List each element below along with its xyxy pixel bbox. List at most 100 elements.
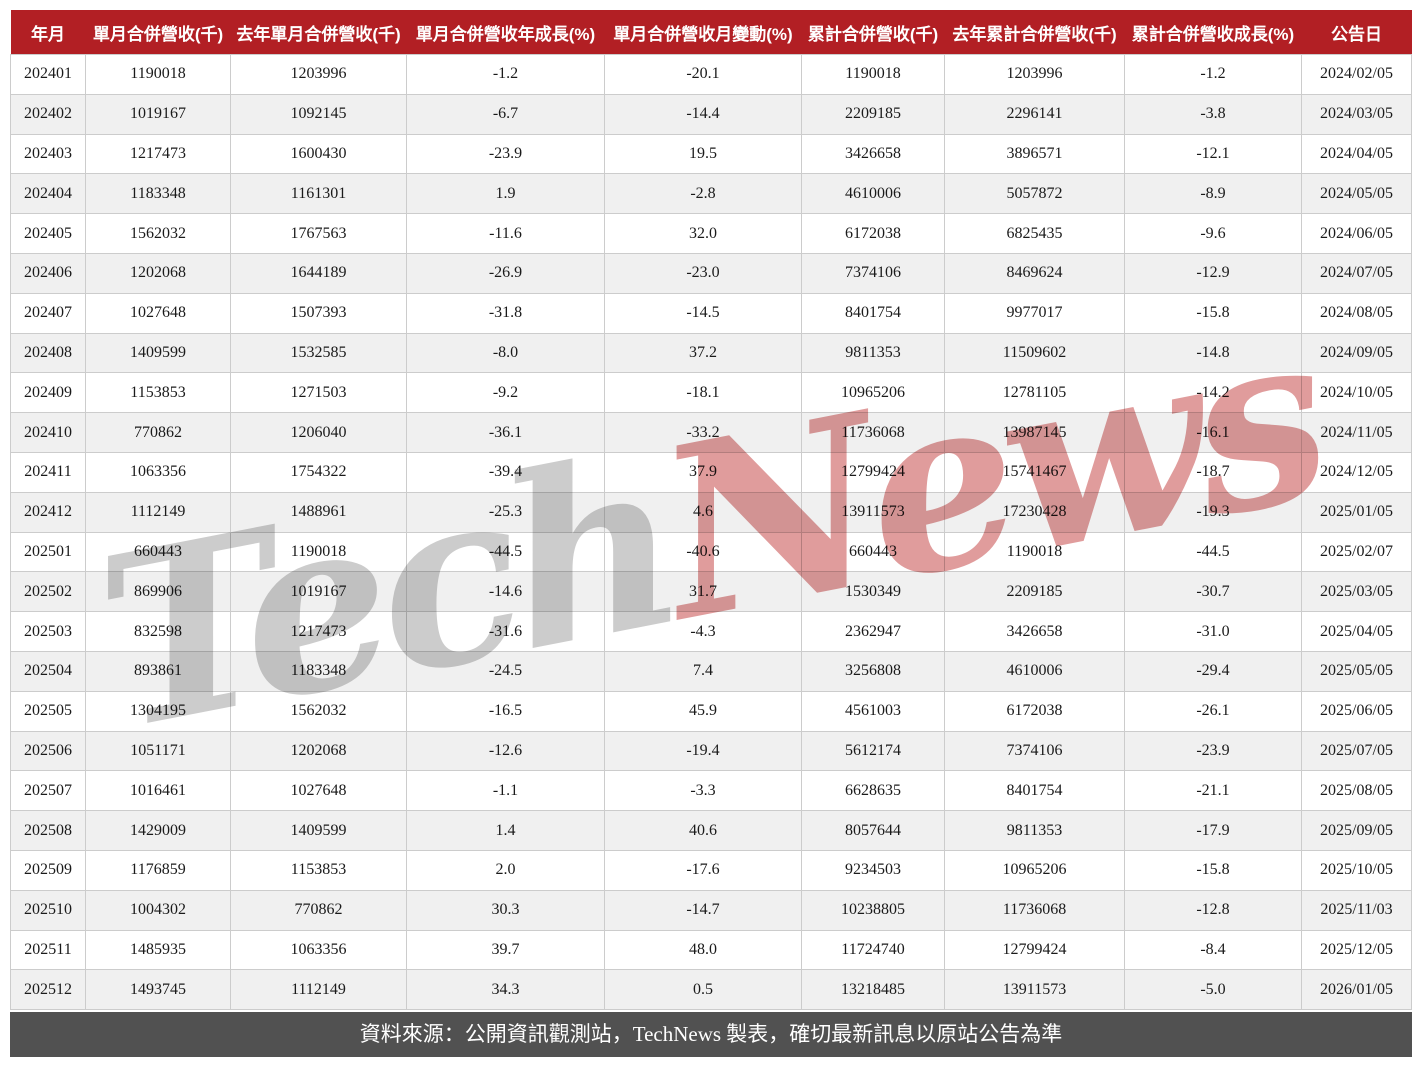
table-cell: 660443 bbox=[801, 531, 945, 573]
table-row: 202406 1202068 1644189 -26.9 -23.0 7374106 846… bbox=[10, 252, 1412, 294]
table-cell: 11736068 bbox=[801, 412, 945, 453]
table-cell: 660443 bbox=[85, 531, 231, 573]
table-cell: -14.8 bbox=[1124, 332, 1302, 374]
table-cell: 1004302 bbox=[85, 889, 231, 931]
table-cell: -14.6 bbox=[406, 571, 605, 613]
table-cell: 770862 bbox=[230, 889, 407, 931]
table-cell: 202411 bbox=[10, 451, 86, 493]
table-cell: 1190018 bbox=[801, 54, 945, 95]
table-cell: 1304195 bbox=[85, 690, 231, 732]
table-cell: 1027648 bbox=[230, 770, 407, 812]
table-cell: 2362947 bbox=[801, 611, 945, 652]
table-cell: -1.2 bbox=[1124, 54, 1302, 95]
table-row: 202507 1016461 1027648 -1.1 -3.3 6628635 84017… bbox=[10, 770, 1412, 812]
table-cell: 10238805 bbox=[801, 889, 945, 931]
source-footer-text: 資料來源：公開資訊觀測站，TechNews 製表，確切最新訊息以原站公告為準 bbox=[359, 1022, 1063, 1046]
table-cell: 1203996 bbox=[230, 54, 407, 95]
table-cell: -18.7 bbox=[1124, 451, 1302, 493]
table-cell: 1027648 bbox=[85, 292, 231, 334]
table-cell: -21.1 bbox=[1124, 770, 1302, 812]
column-header: 累計合併營收成長(%) bbox=[1124, 10, 1302, 55]
table-cell: -14.2 bbox=[1124, 372, 1302, 414]
table-cell: 202410 bbox=[10, 412, 86, 453]
table-cell: 202409 bbox=[10, 372, 86, 414]
table-cell: -6.7 bbox=[406, 93, 605, 135]
table-cell: 3426658 bbox=[944, 611, 1125, 652]
table-cell: -39.4 bbox=[406, 451, 605, 493]
table-cell: 40.6 bbox=[604, 810, 802, 851]
table-cell: -23.0 bbox=[604, 252, 802, 294]
table-cell: 1.4 bbox=[406, 810, 605, 851]
table-cell: -1.2 bbox=[406, 54, 605, 95]
table-cell: 4610006 bbox=[944, 650, 1125, 692]
column-header: 年月 bbox=[10, 10, 86, 55]
table-cell: 2296141 bbox=[944, 93, 1125, 135]
table-cell: 8401754 bbox=[801, 292, 945, 334]
table-row: 202411 1063356 1754322 -39.4 37.9 12799424 157… bbox=[10, 451, 1412, 493]
table-row: 202407 1027648 1507393 -31.8 -14.5 8401754 997… bbox=[10, 292, 1412, 334]
table-cell: 1063356 bbox=[85, 451, 231, 493]
table-cell: 893861 bbox=[85, 650, 231, 692]
table-cell: 13218485 bbox=[801, 969, 945, 1011]
table-cell: 202403 bbox=[10, 133, 86, 175]
table-cell: 1202068 bbox=[230, 730, 407, 772]
table-cell: 1112149 bbox=[85, 491, 231, 533]
table-cell: -40.6 bbox=[604, 531, 802, 573]
table-cell: -3.3 bbox=[604, 770, 802, 812]
table-cell: 1485935 bbox=[85, 929, 231, 971]
table-cell: 1754322 bbox=[230, 451, 407, 493]
column-header: 單月合併營收年成長(%) bbox=[406, 10, 605, 55]
table-row: 202402 1019167 1092145 -6.7 -14.4 2209185 2296… bbox=[10, 93, 1412, 135]
column-header: 去年累計合併營收(千) bbox=[944, 10, 1125, 55]
table-cell: 9977017 bbox=[944, 292, 1125, 334]
table-cell: -12.8 bbox=[1124, 889, 1302, 931]
table-cell: 1161301 bbox=[230, 173, 407, 215]
table-cell: 4610006 bbox=[801, 173, 945, 215]
table-cell: -44.5 bbox=[1124, 531, 1302, 573]
table-cell: 202408 bbox=[10, 332, 86, 374]
table-cell: 10965206 bbox=[801, 372, 945, 414]
table-cell: 2209185 bbox=[944, 571, 1125, 613]
table-cell: 2024/03/05 bbox=[1301, 93, 1412, 135]
table-cell: 2025/12/05 bbox=[1301, 929, 1412, 971]
table-cell: 6172038 bbox=[944, 690, 1125, 732]
table-row: 202408 1409599 1532585 -8.0 37.2 9811353 11509… bbox=[10, 332, 1412, 374]
table-cell: -1.1 bbox=[406, 770, 605, 812]
table-cell: 202509 bbox=[10, 849, 86, 891]
table-cell: 202505 bbox=[10, 690, 86, 732]
table-cell: 869906 bbox=[85, 571, 231, 613]
table-cell: 1429009 bbox=[85, 810, 231, 851]
table-cell: -5.0 bbox=[1124, 969, 1302, 1011]
table-row: 202503 832598 1217473 -31.6 -4.3 2362947 34266… bbox=[10, 611, 1412, 652]
table-cell: 202401 bbox=[10, 54, 86, 95]
table-cell: 1176859 bbox=[85, 849, 231, 891]
table-cell: 202501 bbox=[10, 531, 86, 573]
table-cell: 2024/05/05 bbox=[1301, 173, 1412, 215]
table-cell: 2025/06/05 bbox=[1301, 690, 1412, 732]
table-row: 202410 770862 1206040 -36.1 -33.2 11736068 139… bbox=[10, 412, 1412, 453]
table-cell: 1153853 bbox=[230, 849, 407, 891]
table-cell: 11509602 bbox=[944, 332, 1125, 374]
table-cell: 30.3 bbox=[406, 889, 605, 931]
table-cell: 2024/04/05 bbox=[1301, 133, 1412, 175]
table-row: 202405 1562032 1767563 -11.6 32.0 6172038 6825… bbox=[10, 213, 1412, 254]
table-cell: 37.2 bbox=[604, 332, 802, 374]
table-cell: 1203996 bbox=[944, 54, 1125, 95]
table-cell: 1271503 bbox=[230, 372, 407, 414]
table-cell: 13911573 bbox=[944, 969, 1125, 1011]
table-cell: 202406 bbox=[10, 252, 86, 294]
table-cell: 202512 bbox=[10, 969, 86, 1011]
column-header: 公告日 bbox=[1301, 10, 1412, 55]
table-cell: 1019167 bbox=[85, 93, 231, 135]
table-cell: 13987145 bbox=[944, 412, 1125, 453]
table-cell: -26.1 bbox=[1124, 690, 1302, 732]
table-cell: 1767563 bbox=[230, 213, 407, 254]
column-header: 單月合併營收(千) bbox=[85, 10, 231, 55]
table-row: 202510 1004302 770862 30.3 -14.7 10238805 1173… bbox=[10, 889, 1412, 931]
table-cell: -4.3 bbox=[604, 611, 802, 652]
table-cell: 15741467 bbox=[944, 451, 1125, 493]
table-cell: 2025/01/05 bbox=[1301, 491, 1412, 533]
table-cell: -14.7 bbox=[604, 889, 802, 931]
table-cell: 1530349 bbox=[801, 571, 945, 613]
table-body: 202401 1190018 1203996 -1.2 -20.1 1190018 1203… bbox=[10, 54, 1412, 1011]
